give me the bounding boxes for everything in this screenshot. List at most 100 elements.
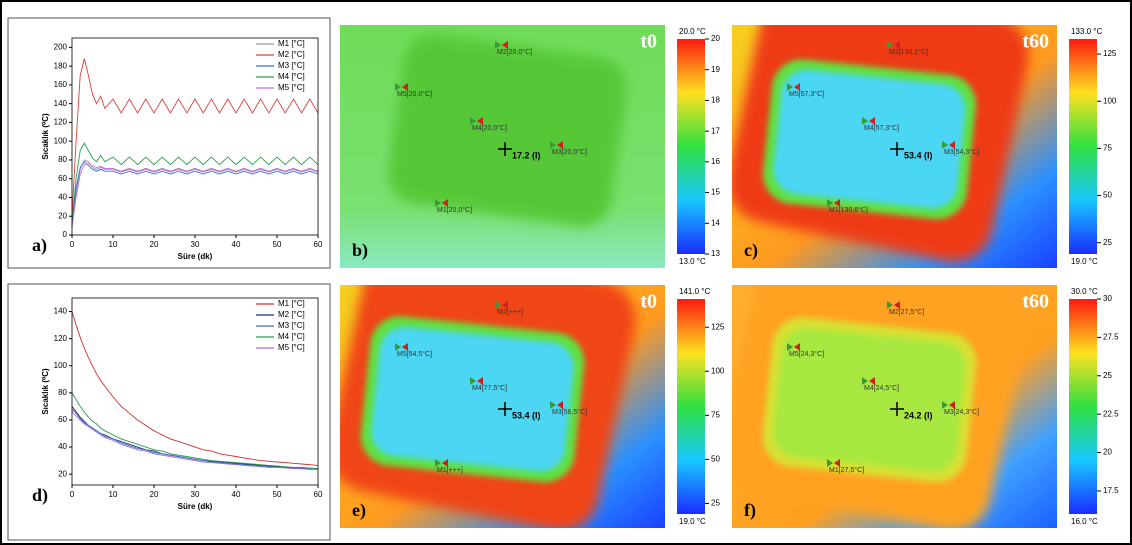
marker-icon [787,83,793,91]
y-tick-label: 140 [54,307,68,316]
y-axis-label: Sıcaklık (⁰C) [41,113,50,160]
series-line [71,142,319,221]
x-axis-label: Süre (dk) [178,502,213,511]
marker-icon [887,41,893,49]
time-label: t60 [1022,291,1049,313]
colorbar-max: 133.0 °C [1071,27,1102,36]
y-tick-label: 80 [58,155,67,164]
colorbar-tick-label: 20 [1103,448,1112,457]
x-tick-label: 50 [273,240,282,249]
colorbar-tick-label: 25 [1103,238,1112,247]
legend-label: M1 [°C] [278,39,305,48]
colorbar-tick-label: 125 [711,322,725,331]
legend-label: M5 [°C] [278,343,305,352]
marker-icon [827,199,833,207]
marker-icon [787,343,793,351]
series-line [71,58,319,217]
cursor-label: 17.2 (I) [512,150,541,160]
y-tick-label: 100 [54,136,68,145]
x-tick-label: 20 [150,240,159,249]
colorbar [1069,299,1097,514]
marker-icon [862,117,868,125]
colorbar-tick-label: 125 [1103,49,1117,58]
thermal-image [340,25,665,268]
marker-icon [435,199,441,207]
marker-icon [442,459,448,467]
y-tick-label: 40 [58,442,67,451]
colorbar-min: 19.0 °C [679,517,706,526]
x-tick-label: 60 [314,240,323,249]
cursor-label: 24.2 (I) [904,410,933,420]
crosshair [890,402,904,416]
y-tick-label: 80 [58,388,67,397]
colorbar-tick-label: 22.5 [1103,409,1119,418]
plate-center [773,327,966,472]
marker-icon [557,141,563,149]
marker-icon [470,377,476,385]
colorbar-tick-label: 20 [711,34,720,43]
legend-label: M3 [°C] [278,321,305,330]
thermal-image [340,285,665,528]
marker-label: M1[27,5°C] [829,466,864,474]
marker-icon [557,401,563,409]
marker-icon [402,83,408,91]
panel-label: e) [352,500,366,521]
colorbar-tick-label: 16 [711,157,720,166]
y-tick-label: 140 [54,99,68,108]
marker-icon [834,199,840,207]
legend-label: M4 [°C] [278,72,305,81]
marker-icon [402,343,408,351]
colorbar-tick-label: 25 [711,499,720,508]
hot-plate [388,34,627,227]
marker-label: M4[20,0°C] [472,124,507,132]
series-line [71,392,319,470]
marker-icon [862,377,868,385]
x-tick-label: 20 [150,490,159,499]
marker-icon [942,141,948,149]
colorbar-tick-label: 100 [711,366,725,375]
colorbar-tick-label: 30 [1103,294,1112,303]
colorbar-min: 16.0 °C [1071,517,1098,526]
panel-label: f) [744,500,756,521]
colorbar-tick-label: 13 [711,249,720,258]
plate-center [371,326,574,472]
colorbar-tick-label: 17 [711,126,720,135]
x-tick-label: 50 [273,490,282,499]
marker-icon [894,301,900,309]
y-tick-label: 180 [54,61,68,70]
marker-icon [894,41,900,49]
legend-label: M1 [°C] [278,299,305,308]
series-line [71,408,319,470]
thermal-panel: M2[130,1°C] M5[57,3°C] M4[57,3°C] M3[54,3°C… [732,25,1117,268]
marker-icon [395,83,401,91]
marker-label: M1[+++] [437,467,463,474]
legend-label: M2 [°C] [278,50,305,59]
y-tick-label: 200 [54,42,68,51]
marker-label: M5[57,3°C] [789,90,824,98]
marker-label: M3[56,5°C] [552,408,587,416]
y-axis-label: Sıcaklık (⁰C) [41,368,50,415]
marker-label: M2[27,5°C] [889,308,924,316]
marker-icon [794,83,800,91]
marker-label: M2[+++] [497,309,523,316]
marker-icon [869,377,875,385]
marker-label: M4[57,3°C] [864,124,899,132]
time-label: t0 [640,291,657,313]
thermal-panel: M2[27,5°C] M5[24,3°C] M4[24,5°C] M3[24,3°C]… [732,285,1119,528]
marker-label: M3[24,3°C] [944,408,979,416]
colorbar-tick-label: 25 [1103,371,1112,380]
marker-icon [502,41,508,49]
x-tick-label: 10 [109,490,118,499]
y-tick-label: 120 [54,334,68,343]
marker-icon [435,459,441,467]
thermal-image [732,285,1057,528]
legend-label: M2 [°C] [278,310,305,319]
y-tick-label: 60 [58,415,67,424]
y-tick-label: 20 [58,469,67,478]
marker-icon [495,301,501,309]
marker-label: M5[54,5°C] [397,350,432,358]
x-tick-label: 0 [70,240,75,249]
y-tick-label: 60 [58,174,67,183]
cursor-label: 53.4 (I) [904,150,933,160]
